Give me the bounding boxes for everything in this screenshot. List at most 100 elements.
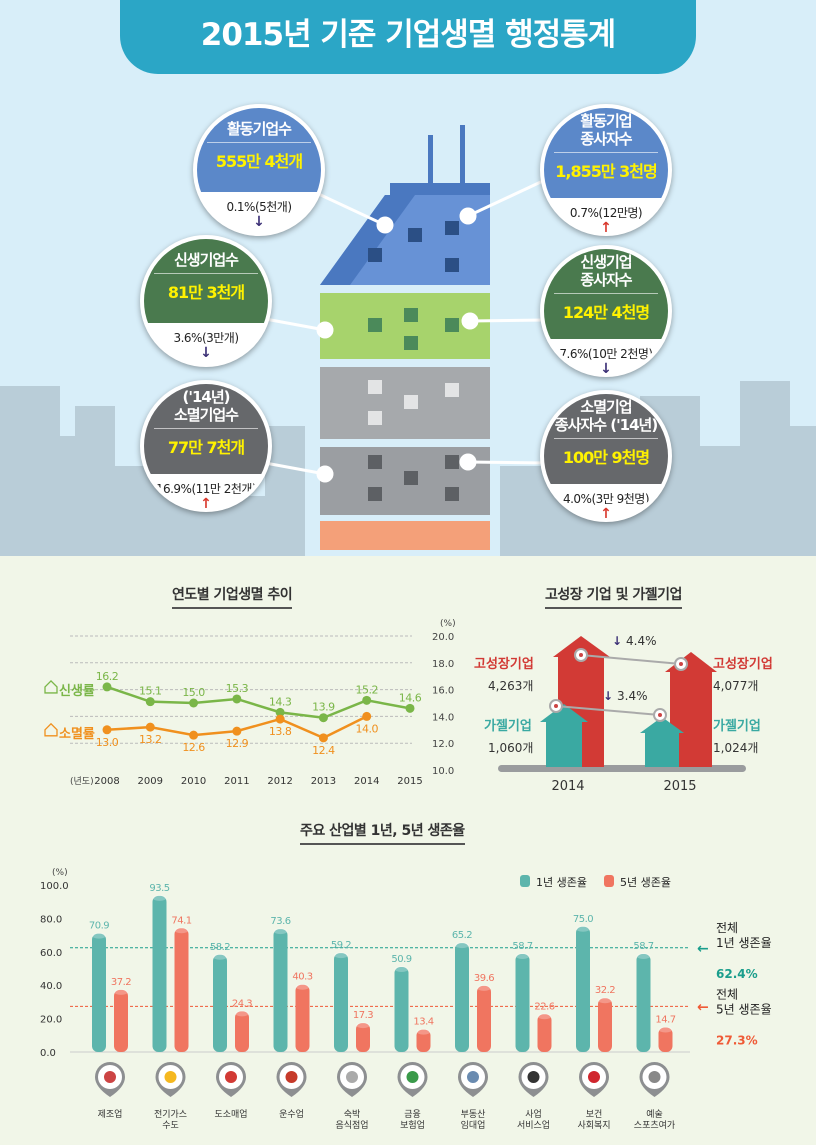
bar-cap: [295, 983, 310, 990]
legend-swatch: [604, 875, 614, 887]
stat-value: 77만 7천개: [167, 438, 245, 457]
bar: [455, 943, 469, 1052]
stat-value: 100만 9천명: [562, 448, 650, 467]
bar-cap: [515, 952, 530, 959]
category-label: 숙박 음식점업: [335, 1109, 368, 1131]
roof: [553, 636, 610, 657]
antenna: [428, 135, 433, 185]
y-tick-label: 0.0: [40, 1048, 56, 1059]
skyline-building: [740, 381, 790, 556]
category-label: 예술 스포츠여가: [634, 1109, 675, 1131]
data-label: 12.9: [226, 737, 249, 750]
series-label: 고성장기업: [713, 656, 773, 672]
bar-cap: [174, 927, 189, 934]
bar: [356, 1023, 370, 1052]
stat-title: 소멸기업 종사자수 ('14년): [554, 398, 658, 439]
connector-dot-center: [579, 653, 583, 657]
bar-cap: [334, 952, 348, 959]
bar-value-label: 65.2: [452, 930, 472, 941]
bar-value-label: 93.5: [149, 883, 169, 894]
x-tick-label: 2014: [551, 779, 584, 794]
heart-icon: [588, 1071, 600, 1083]
stat-change: 3.6%(3만개): [173, 331, 239, 345]
skyline-building: [75, 406, 115, 556]
bar-value-label: 24.3: [232, 998, 252, 1009]
bar-value-label: 17.3: [353, 1010, 373, 1021]
series-label: 가젤기업: [713, 719, 761, 734]
high-growth-title: 고성장 기업 및 가젤기업: [545, 584, 682, 609]
bar-cap: [273, 928, 288, 935]
data-label: 14.0: [355, 722, 378, 735]
bar-cap: [537, 1013, 552, 1020]
data-label: 14.6: [399, 691, 422, 704]
bar-value-label: 37.2: [111, 977, 131, 988]
stat-title: 신생기업수: [154, 251, 258, 274]
page-title: 2015년 기준 기업생멸 행정통계: [120, 0, 696, 74]
y-tick-label: 14.0: [432, 712, 454, 723]
data-point: [189, 730, 199, 740]
bar: [152, 895, 167, 1052]
stat-bubble: 활동기업 종사자수 1,855만 3천명 0.7%(12만명) ↑: [540, 104, 672, 236]
bar-cap: [356, 1022, 370, 1029]
data-point: [232, 694, 242, 704]
bar-value-label: 73.6: [270, 916, 290, 927]
bar: [334, 953, 348, 1052]
reference-value: 27.3%: [716, 1033, 758, 1047]
y-axis-unit: (%): [52, 868, 68, 878]
stat-change: 4.0%(3만 9천명): [562, 492, 650, 506]
bar-value-label: 39.6: [474, 973, 494, 984]
y-tick-label: 12.0: [432, 739, 454, 750]
x-tick-label: 2013: [311, 776, 336, 787]
data-label: 15.0: [182, 686, 205, 699]
roof-top: [390, 183, 490, 195]
money-icon: [406, 1071, 419, 1083]
category-label: 전기가스 수도: [154, 1109, 187, 1131]
data-label: 13.8: [269, 725, 292, 738]
truck-icon: [285, 1071, 298, 1083]
category-label: 사업 서비스업: [517, 1109, 550, 1131]
change-label: 4.4%: [626, 634, 657, 648]
y-tick-label: 40.0: [40, 981, 62, 992]
data-label: 13.9: [312, 701, 335, 714]
legend-label: 신생률: [59, 684, 95, 699]
bar-cap: [455, 942, 469, 949]
arrow-up-icon: ↑: [600, 506, 612, 522]
data-label: 13.2: [139, 733, 162, 746]
y-tick-label: 18.0: [432, 659, 454, 670]
bar-cap: [598, 997, 612, 1004]
building-illustration: [320, 125, 490, 550]
bar: [416, 1029, 431, 1052]
series-label: 고성장기업: [474, 656, 534, 672]
stat-bubble: 활동기업수 555만 4천개 0.1%(5천개) ↓: [193, 104, 325, 236]
skyline-building: [785, 426, 816, 556]
stat-change: 7.6%(10만 2천명): [559, 347, 653, 361]
data-label: 12.4: [312, 744, 335, 757]
category-label: 도소매업: [214, 1109, 247, 1120]
legend-swatch: [520, 875, 530, 887]
bar: [515, 953, 530, 1052]
data-label: 15.2: [355, 683, 378, 696]
data-point: [318, 733, 328, 743]
bar-cap: [152, 894, 167, 901]
category-label: 보건 사회복지: [577, 1109, 610, 1131]
stat-title: 활동기업 종사자수: [554, 112, 658, 153]
roof: [665, 652, 717, 672]
data-label: 12.6: [182, 741, 205, 754]
building-bar-gazelle-2014: [546, 718, 582, 767]
stat-value: 124만 4천명: [562, 303, 650, 322]
category-label: 부동산 임대업: [461, 1109, 486, 1131]
survival-bar-chart: (%) 0.0 20.0 40.0 60.0 80.0 100.0 ← 전체 1년 생존율 62.4…: [40, 868, 772, 1131]
reference-value: 62.4%: [716, 967, 758, 981]
bar-value-label: 13.4: [413, 1017, 433, 1028]
category-label: 금융 보험업: [400, 1109, 425, 1131]
bar-value-label: 50.9: [391, 954, 411, 965]
house-icon: [44, 680, 58, 694]
bar: [213, 954, 227, 1052]
y-tick-label: 100.0: [40, 881, 69, 892]
connector-lines: [259, 178, 546, 483]
bar-value-label: 70.9: [89, 921, 109, 932]
bar-chart-title: 주요 산업별 1년, 5년 생존율: [300, 820, 465, 845]
y-tick-label: 60.0: [40, 948, 62, 959]
bar-value-label: 58.2: [210, 942, 230, 953]
